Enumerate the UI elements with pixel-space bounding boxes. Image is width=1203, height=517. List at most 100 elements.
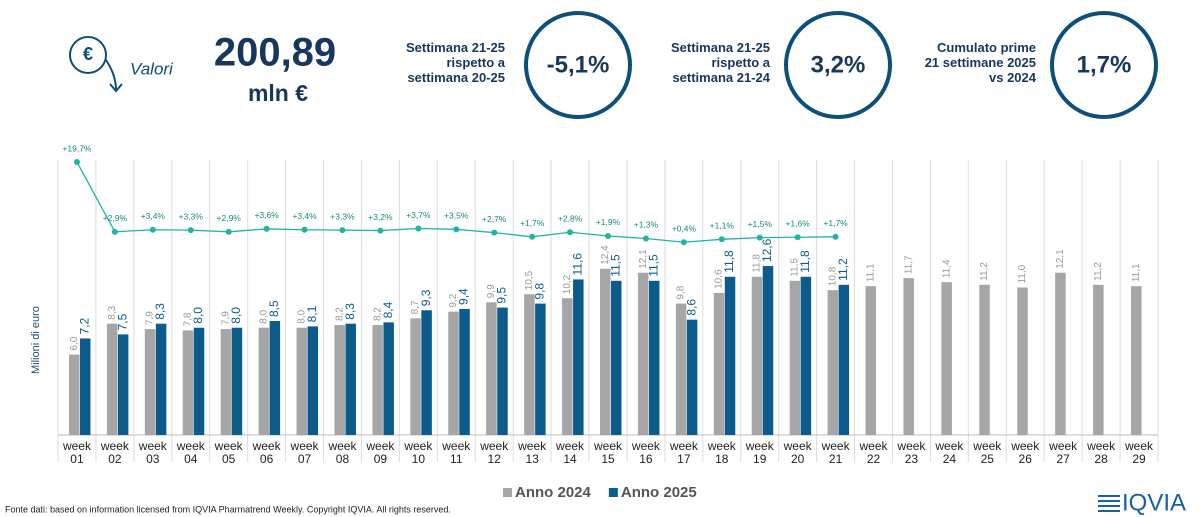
growth-point [680,239,687,246]
comparison-label: Cumulato prime 21 settimane 2025 vs 2024 [924,40,1036,85]
value-label: 7,9 [145,311,156,325]
bar [372,325,383,435]
growth-point [642,235,649,242]
value-label: 11,5 [608,254,622,277]
value-label: 11,8 [752,254,763,273]
value-label: 11,4 [941,259,952,278]
logo: IQVIA [1122,489,1186,516]
growth-label: +2,7% [482,214,507,224]
value-label: 10,5 [524,270,535,290]
growth-point [718,236,725,243]
bar [1131,286,1142,435]
legend-swatch [503,488,512,497]
value-label: 11,7 [903,255,914,274]
bar [1093,284,1104,435]
x-tick-label: week 09 [366,439,395,466]
bar [1055,272,1066,435]
growth-point [832,233,839,240]
bar [903,278,914,435]
x-tick-label: week 16 [631,439,660,466]
value-label: 11,1 [1131,263,1142,282]
value-label: 8,1 [305,305,319,322]
down-arrow [105,59,123,93]
bar [648,280,660,435]
growth-point [529,233,536,240]
growth-label: +1,9% [596,217,621,227]
bar [789,280,801,435]
growth-label: +0,4% [672,223,697,233]
value-label: 8,3 [153,303,167,320]
value-label: 11,2 [836,258,850,281]
growth-point [111,228,118,235]
growth-label: +3,2% [368,212,393,222]
bar [144,329,156,435]
bar [941,282,952,435]
bar [193,327,205,435]
value-label: 8,3 [107,305,118,319]
bar [448,311,459,435]
x-tick-label: week 24 [935,439,964,466]
value-label: 11,5 [790,258,801,277]
bar [762,266,774,435]
value-label: 10,8 [827,266,838,286]
growth-label: +1,7% [520,218,545,228]
bar [979,284,990,435]
comparison-label: Settimana 21-25 rispetto a settimana 21-… [671,40,770,85]
growth-point [756,234,763,241]
bar [865,286,877,435]
growth-label: +3,4% [292,211,317,221]
comparison-value: 3,2% [811,51,866,78]
value-label: 11,8 [798,250,812,273]
value-label: 11,2 [1093,262,1104,281]
bar [497,307,508,435]
growth-point [415,225,422,232]
x-tick-label: week 19 [745,439,774,466]
bar [751,276,763,435]
footer: Fonte dati: based on information license… [5,504,451,514]
value-label: 9,8 [676,285,687,299]
bar [675,303,687,435]
bar [535,303,546,435]
value-label: 6,0 [69,336,80,350]
value-label: 12,1 [1055,249,1066,269]
value-label: 8,0 [229,307,243,324]
x-tick-label: week 20 [783,439,812,466]
value-label: 11,8 [722,250,736,273]
logo-mark [1098,495,1120,512]
x-tick-label: week 02 [100,439,129,466]
value-label: 12,1 [638,249,649,269]
growth-label: +19,7% [62,143,92,153]
value-label: 8,3 [343,303,357,320]
x-tick-label: week 10 [404,439,433,466]
value-label: 9,5 [495,287,509,304]
growth-point [794,234,801,241]
value-label: 11,5 [646,254,660,277]
value-label: 9,9 [486,284,497,298]
bar [562,298,573,435]
growth-point [605,232,611,239]
bar [68,354,80,435]
x-tick-label: week 25 [973,439,1002,466]
growth-point [149,226,156,233]
comparison-label: Settimana 21-25 rispetto a settimana 20-… [406,40,505,85]
bar [724,276,736,435]
value-label: 7,8 [183,312,194,326]
bar [713,292,725,435]
value-label: 7,9 [221,311,232,325]
value-label: 9,2 [448,293,459,307]
bar [637,272,649,435]
bar [79,338,91,435]
value-label: 9,4 [457,288,471,305]
growth-point [491,229,498,236]
value-label: 8,0 [259,309,270,323]
value-label: 11,1 [865,263,876,282]
growth-label: +2,9% [217,213,242,223]
x-tick-label: week 13 [518,439,547,466]
x-tick-label: week 17 [669,439,698,466]
value-label: 10,2 [562,274,573,294]
x-tick-label: week 15 [593,439,622,466]
comparison-circle [784,11,892,119]
comparison-circle [524,11,632,119]
